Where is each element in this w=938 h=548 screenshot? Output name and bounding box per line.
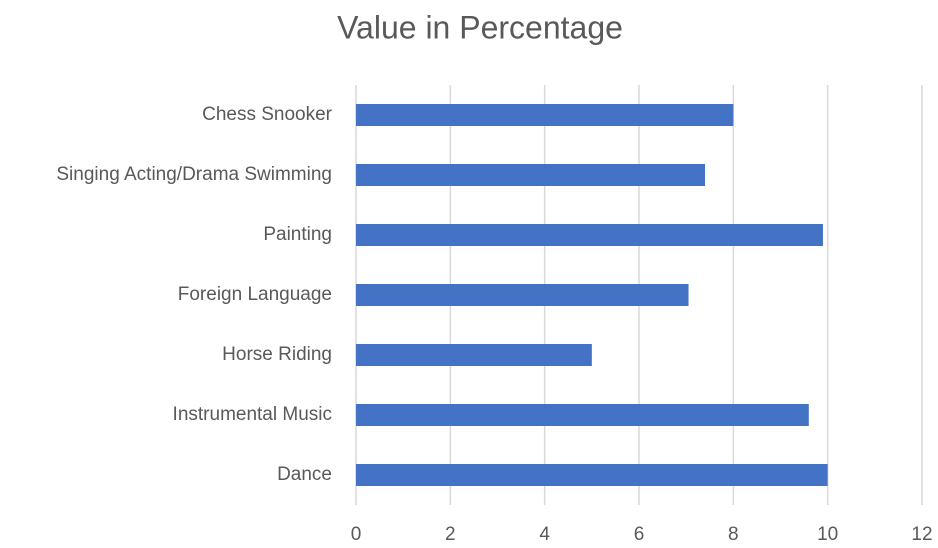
bar (356, 224, 823, 246)
y-tick-label: Painting (263, 224, 332, 245)
bar (356, 284, 689, 306)
y-tick-label: Dance (277, 464, 332, 485)
x-tick-label: 12 (911, 524, 932, 545)
x-tick-label: 2 (445, 524, 456, 545)
x-tick-label: 8 (728, 524, 739, 545)
x-tick-label: 0 (351, 524, 362, 545)
x-tick-label: 4 (539, 524, 550, 545)
bar (356, 104, 734, 126)
chart-title: Value in Percentage (337, 9, 623, 45)
bar (356, 164, 706, 186)
y-tick-label: Instrumental Music (173, 404, 332, 425)
y-tick-label: Chess Snooker (202, 104, 333, 125)
bar (356, 404, 809, 426)
x-tick-label: 6 (634, 524, 645, 545)
x-tick-label: 10 (817, 524, 838, 545)
bar (356, 464, 828, 486)
y-tick-label: Singing Acting/Drama Swimming (56, 164, 332, 185)
y-tick-label: Horse Riding (222, 344, 332, 365)
bar (356, 344, 592, 366)
y-tick-label: Foreign Language (178, 284, 332, 305)
